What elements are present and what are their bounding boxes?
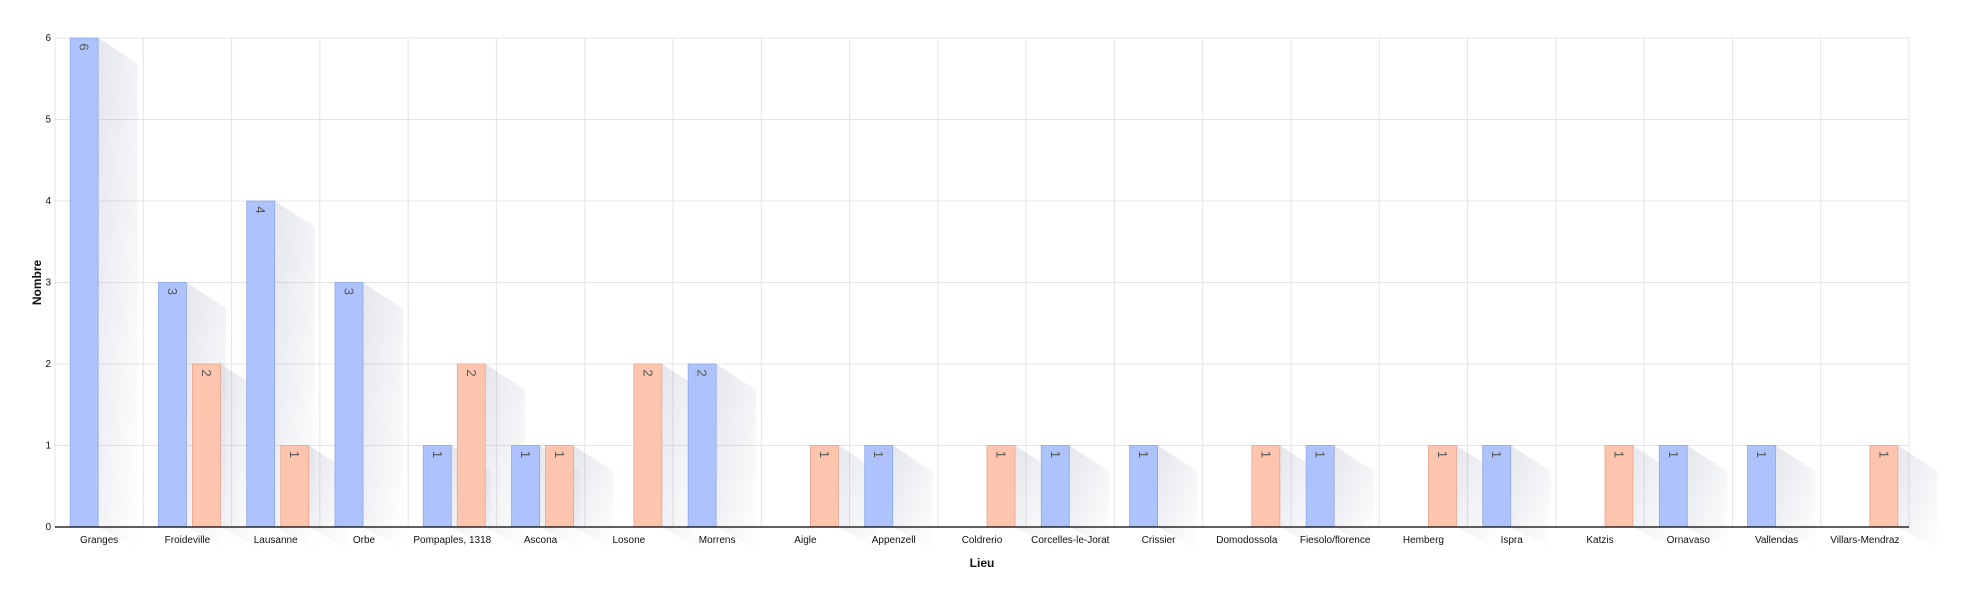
x-tick-label: Froideville [165, 535, 211, 546]
x-tick-label: Lausanne [254, 535, 298, 546]
bar-shadow [363, 282, 403, 549]
x-tick-label: Crissier [1142, 535, 1177, 546]
x-tick-label: Pompaples, 1318 [413, 535, 491, 546]
bar-value-label: 1 [430, 451, 445, 458]
x-tick-label: Ornavaso [1667, 535, 1711, 546]
bar-value-label: 1 [871, 451, 886, 458]
bar-shadow [1775, 445, 1816, 549]
bar-value-label: 2 [695, 369, 710, 376]
bar-value-label: 2 [640, 369, 655, 376]
bar-series-2[interactable] [280, 445, 310, 528]
bar-series-1[interactable] [1482, 445, 1512, 528]
x-tick-label: Ascona [524, 535, 558, 546]
bar-value-label: 1 [1435, 451, 1450, 458]
y-tick-label: 6 [45, 33, 51, 44]
x-tick-label: Fiesolo/florence [1300, 535, 1371, 546]
bar-shadow [892, 445, 933, 549]
y-tick-label: 4 [45, 196, 51, 207]
x-tick-label: Ispra [1501, 535, 1524, 546]
bar-value-label: 1 [994, 451, 1009, 458]
bar-series-2[interactable] [192, 363, 221, 528]
bar-series-1[interactable] [69, 37, 99, 528]
bar-value-label: 3 [342, 288, 357, 295]
bar-value-label: 1 [1489, 451, 1504, 458]
bar-series-2[interactable] [1428, 445, 1457, 528]
x-tick-label: Orbe [353, 535, 376, 546]
x-tick-label: Corcelles-le-Jorat [1031, 535, 1110, 546]
x-tick-label: Vallendas [1755, 535, 1798, 546]
x-tick-label: Villars-Mendraz [1830, 535, 1899, 546]
bar-shadow [716, 364, 757, 549]
bar-value-label: 1 [1048, 451, 1063, 458]
bars [69, 37, 1899, 528]
data-labels: 6 3 4 3 1 1 2 1 1 1 1 1 1 1 2 1 2 1 2 1 1 1 1 1 1 [77, 43, 1892, 458]
x-tick-label: Morrens [699, 535, 736, 546]
bar-value-label: 2 [464, 369, 479, 376]
bar-value-label: 1 [1258, 451, 1273, 458]
y-tick-label: 3 [45, 278, 51, 289]
y-tick-label: 0 [45, 522, 51, 533]
bar-value-label: 1 [1313, 451, 1328, 458]
bar-shadow [1157, 445, 1198, 549]
bar-value-label: 4 [253, 206, 268, 213]
bar-series-2[interactable] [456, 363, 486, 528]
bar-shadow [1334, 445, 1375, 549]
bar-shadow [1510, 445, 1551, 549]
bar-series-1[interactable] [334, 282, 364, 528]
y-tick-label: 2 [45, 359, 51, 370]
bar-value-label: 1 [1876, 451, 1891, 458]
bar-shadow [98, 38, 139, 549]
y-tick-label: 1 [45, 441, 51, 452]
bar-series-1[interactable] [1658, 445, 1688, 528]
bar-value-label: 1 [1754, 451, 1769, 458]
bar-series-1[interactable] [511, 445, 540, 528]
x-tick-label: Katzis [1586, 535, 1613, 546]
bar-shadow [1687, 445, 1728, 549]
x-tick-label: Domodossola [1216, 535, 1278, 546]
bar-value-label: 3 [165, 288, 180, 295]
x-tick-label: Losone [612, 535, 645, 546]
x-tick-label: Appenzell [872, 535, 916, 546]
bar-series-2[interactable] [1251, 445, 1281, 528]
bar-value-label: 1 [287, 451, 302, 458]
x-tick-label: Hemberg [1403, 535, 1444, 546]
bar-series-1[interactable] [158, 282, 187, 528]
bar-series-2[interactable] [633, 363, 663, 528]
y-axis-title: Nombre [30, 260, 44, 306]
bar-value-label: 6 [77, 43, 92, 50]
bar-shadow [1069, 445, 1110, 549]
bar-value-label: 1 [817, 451, 832, 458]
y-tick-label: 5 [45, 115, 51, 126]
bar-series-2[interactable] [986, 445, 1016, 528]
bar-shadow [1897, 445, 1938, 549]
x-tick-label: Coldrerio [962, 535, 1003, 546]
bar-shadow [573, 445, 614, 549]
bar-value-label: 1 [1666, 451, 1681, 458]
x-tick-label: Granges [80, 535, 118, 546]
y-tick-labels: 0 1 2 3 4 5 6 [45, 33, 51, 533]
bar-series-1[interactable] [246, 200, 276, 528]
bar-value-label: 1 [552, 451, 567, 458]
bar-value-label: 1 [1612, 451, 1627, 458]
x-axis-title: Lieu [970, 556, 995, 570]
bar-series-1[interactable] [687, 363, 717, 528]
bar-value-label: 1 [518, 451, 533, 458]
x-tick-labels: Granges Froideville Lausanne Orbe Pompaples,… [80, 535, 1900, 546]
bar-value-label: 1 [1136, 451, 1151, 458]
bar-series-2[interactable] [545, 445, 574, 528]
x-tick-label: Aigle [794, 535, 817, 546]
bar-value-label: 2 [199, 369, 214, 376]
bar-series-2[interactable] [1604, 445, 1634, 528]
bar-series-1[interactable] [864, 445, 894, 528]
